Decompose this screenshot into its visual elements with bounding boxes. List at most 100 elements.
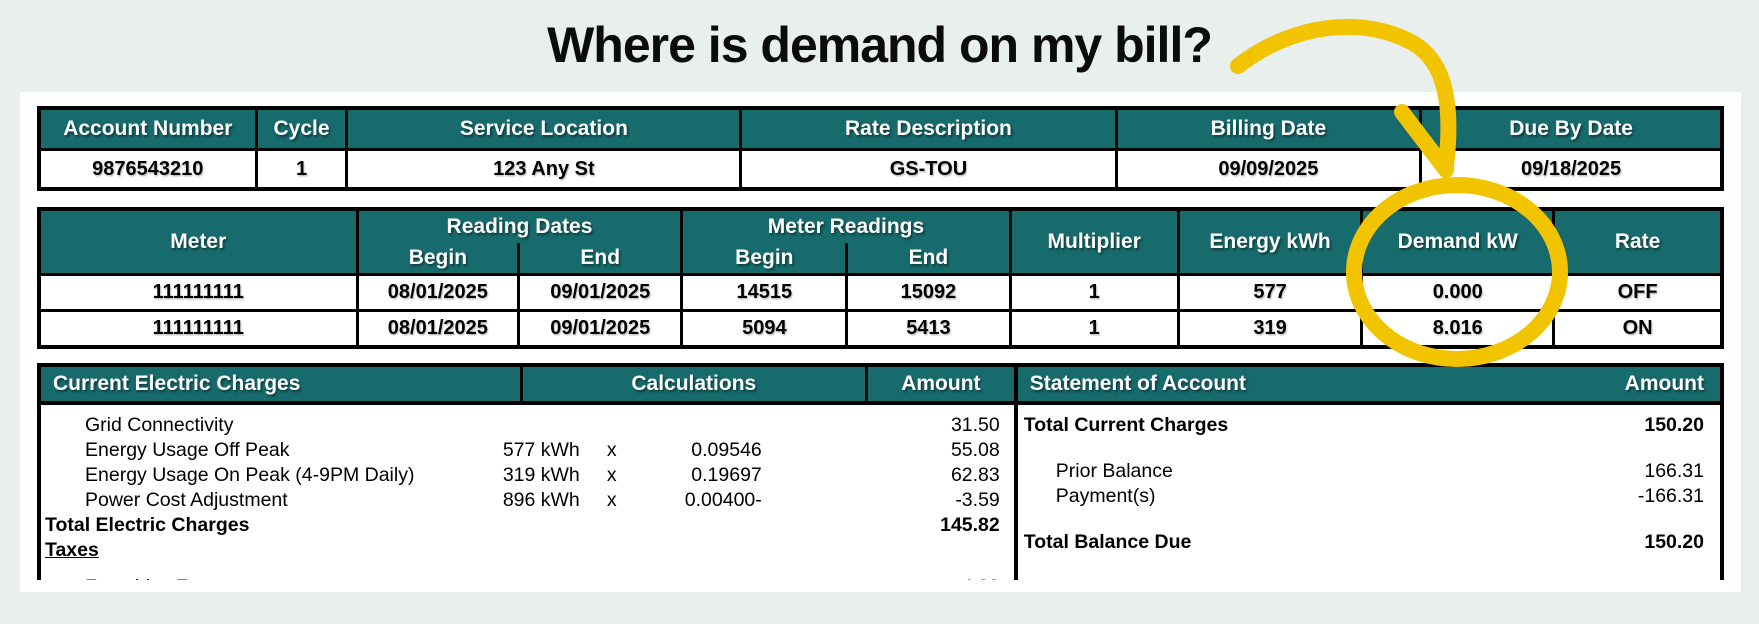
billing-date-value: 09/09/2025 [1114,148,1423,191]
meter-row-off-peak: 111111111 08/01/2025 09/01/2025 14515 15… [37,273,1724,312]
charges-body: Grid Connectivity 31.50 Energy Usage Off… [41,405,1014,580]
charge-multiply-sign: x [606,464,617,486]
account-table-header-row: Account Number Cycle Service Location Ra… [37,106,1724,151]
charges-header-row: Current Electric Charges Calculations Am… [41,363,1014,405]
service-location-header: Service Location [345,106,743,151]
statement-row-total-current-charges: Total Current Charges 150.20 [1018,413,1720,438]
charge-rate: 0.19697 [691,464,762,486]
page-title: Where is demand on my bill? [547,17,1213,73]
account-number-value: 9876543210 [37,148,258,191]
charge-label: Energy Usage On Peak (4-9PM Daily) [85,464,415,486]
charge-multiply-sign: x [606,489,617,511]
multiplier-value: 1 [1008,309,1180,349]
demand-kw-header: Demand kW [1360,207,1556,276]
statement-of-account-header: Statement of Account [1029,372,1246,395]
current-electric-charges-panel: Current Electric Charges Calculations Am… [37,363,1014,580]
meter-value: 111111111 [37,309,359,349]
charge-amount: -3.59 [955,489,1000,511]
meter-readings-begin-header: Begin [680,243,849,276]
multiplier-header: Multiplier [1008,207,1180,276]
statement-body: Total Current Charges 150.20 Prior Balan… [1018,405,1720,555]
charge-row-energy-on-peak: Energy Usage On Peak (4-9PM Daily) 319 k… [41,463,1014,488]
reading-begin-value: 5094 [680,309,849,349]
meter-table-header-row-1: Meter Reading Dates Meter Readings Multi… [37,207,1724,276]
current-electric-charges-header: Current Electric Charges [41,367,520,401]
charge-row-total-electric-charges: Total Electric Charges 145.82 [41,513,1014,538]
statement-amount: -166.31 [1637,485,1704,507]
charge-amount: 145.82 [940,514,1000,536]
reading-dates-end-header: End [517,243,684,276]
cycle-header: Cycle [254,106,349,151]
reading-dates-begin-header: Begin [355,243,521,276]
meter-header: Meter [37,207,359,276]
rate-description-header: Rate Description [739,106,1118,151]
charge-label: Franchise Fees [41,575,450,580]
charge-qty: 319 kWh [502,464,580,486]
calculations-header: Calculations [522,367,865,401]
meter-row-on-peak: 111111111 08/01/2025 09/01/2025 5094 541… [37,309,1724,349]
statement-header-row: Statement of Account Amount [1017,363,1720,405]
charge-row-taxes-heading: Taxes [41,538,1014,563]
account-number-header: Account Number [37,106,258,151]
meter-readings-table: Meter Reading Dates Meter Readings Multi… [37,207,1724,349]
charge-label: Power Cost Adjustment [85,489,288,511]
statement-row-payments: Payment(s) -166.31 [1018,484,1720,509]
billing-date-header: Billing Date [1114,106,1423,151]
charge-label: Grid Connectivity [85,414,234,436]
meter-readings-end-header: End [845,243,1012,276]
reading-begin-value: 14515 [680,273,849,312]
meter-readings-header: Meter Readings [680,207,1012,243]
statement-row-total-balance-due: Total Balance Due 150.20 [1018,530,1720,555]
reading-end-value: 15092 [845,273,1012,312]
charge-amount: 4.38 [850,575,1014,580]
date-end-value: 09/01/2025 [517,273,684,312]
account-table-data-row: 9876543210 1 123 Any St GS-TOU 09/09/202… [37,148,1724,191]
charge-row-energy-off-peak: Energy Usage Off Peak 577 kWh x 0.09546 … [41,438,1014,463]
rate-description-value: GS-TOU [739,148,1118,191]
charge-label: Total Electric Charges [45,514,250,536]
date-begin-value: 08/01/2025 [355,273,521,312]
date-end-value: 09/01/2025 [517,309,684,349]
statement-label: Total Balance Due [1023,531,1192,553]
charge-amount: 62.83 [950,464,1000,486]
meter-value: 111111111 [37,273,359,312]
statement-amount: 166.31 [1644,460,1704,482]
charge-label: Taxes [45,539,99,561]
charge-row-power-cost-adjustment: Power Cost Adjustment 896 kWh x 0.00400-… [41,488,1014,513]
multiplier-value: 1 [1008,273,1180,312]
demand-kw-value: 0.000 [1360,273,1556,312]
energy-kwh-header: Energy kWh [1176,207,1364,276]
meter-table-header-row-2: Begin End Begin End [39,243,1722,276]
reading-end-value: 5413 [845,309,1012,349]
charge-qty: 577 kWh [502,439,580,461]
statement-amount: 150.20 [1644,414,1704,436]
service-location-value: 123 Any St [345,148,743,191]
reading-dates-header: Reading Dates [355,207,684,243]
charge-label: Energy Usage Off Peak [85,439,290,461]
charge-qty: 896 kWh [502,489,580,511]
statement-label: Payment(s) [1055,485,1156,507]
due-by-date-value: 09/18/2025 [1419,148,1724,191]
account-summary-table: Account Number Cycle Service Location Ra… [37,106,1724,191]
charge-row-franchise-fees: Franchise Fees 4.38 [41,575,1014,580]
charges-section: Current Electric Charges Calculations Am… [37,363,1724,580]
energy-kwh-value: 577 [1176,273,1364,312]
rate-value: OFF [1552,273,1724,312]
charge-row-grid-connectivity: Grid Connectivity 31.50 [41,413,1014,438]
energy-kwh-value: 319 [1176,309,1364,349]
charge-rate: 0.00400- [684,489,762,511]
charges-amount-header: Amount [868,367,1014,401]
rate-value: ON [1552,309,1724,349]
statement-amount-header: Amount [1624,372,1704,395]
date-begin-value: 08/01/2025 [355,309,521,349]
rate-header: Rate [1552,207,1724,276]
charge-multiply-sign: x [606,439,617,461]
statement-spacer [1018,509,1720,530]
statement-row-prior-balance: Prior Balance 166.31 [1018,459,1720,484]
statement-label: Prior Balance [1055,460,1173,482]
charge-amount: 55.08 [950,439,1000,461]
cycle-value: 1 [254,148,349,191]
statement-spacer [1018,438,1720,459]
due-by-date-header: Due By Date [1419,106,1724,151]
